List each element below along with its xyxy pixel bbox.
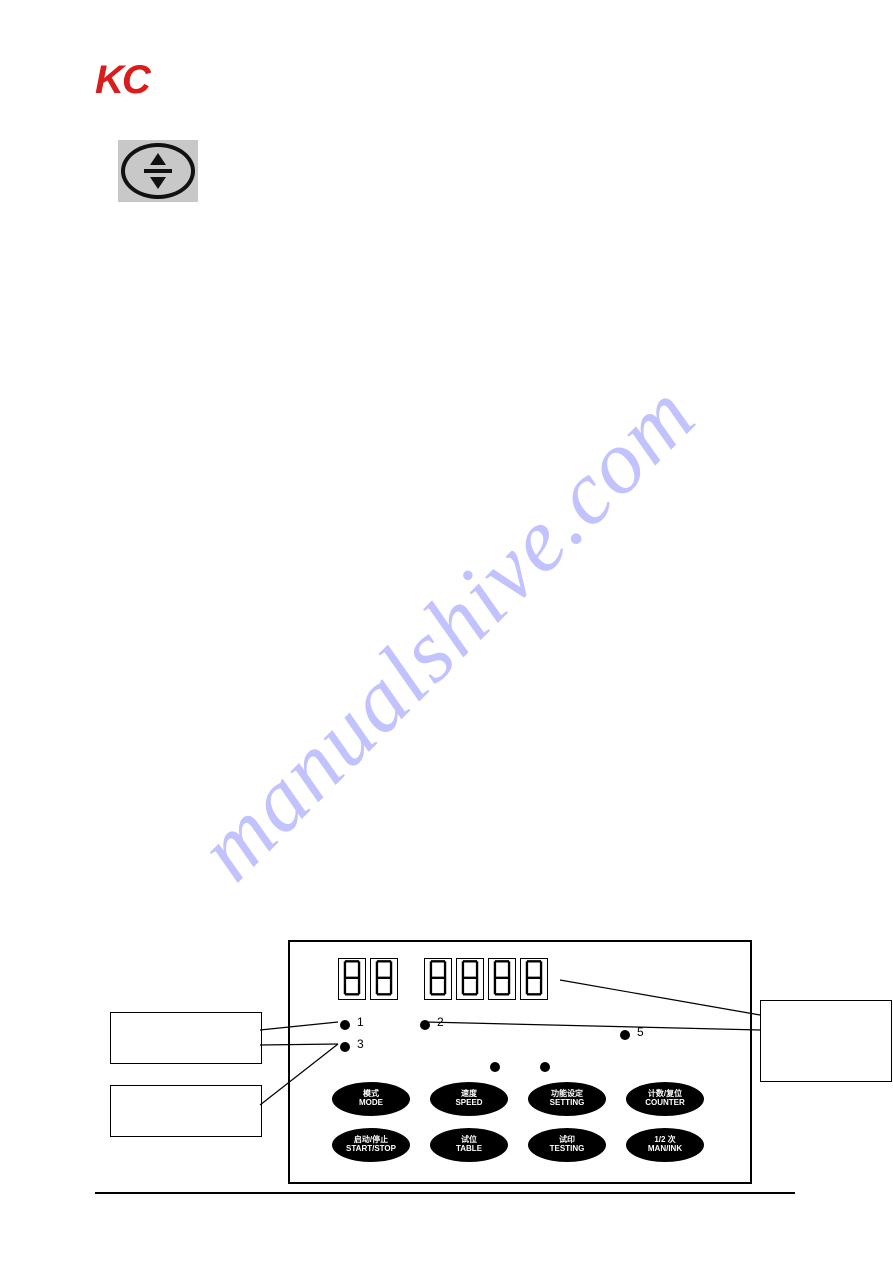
led-dot	[490, 1062, 500, 1072]
testing-button[interactable]: 试印 TESTING	[528, 1128, 606, 1162]
mode-button[interactable]: 模式 MODE	[332, 1082, 410, 1116]
display-left-group	[338, 958, 398, 1000]
btn-en: COUNTER	[645, 1099, 685, 1108]
seven-seg-digit	[424, 958, 452, 1000]
led-5-label: 5	[637, 1025, 644, 1039]
annotation-box-left-bot	[110, 1085, 262, 1137]
led-3	[340, 1042, 350, 1052]
logo-text: KC	[95, 58, 149, 102]
btn-en: MAN/INK	[648, 1145, 682, 1154]
led-2	[420, 1020, 430, 1030]
btn-en: TABLE	[456, 1145, 482, 1154]
counter-button[interactable]: 计数/复位 COUNTER	[626, 1082, 704, 1116]
control-panel-diagram: 1 2 5 3 模式 MODE 速度 SPEED 功能设定 SETTING 计数…	[288, 940, 752, 1184]
brand-logo: KC	[95, 60, 149, 100]
led-2-label: 2	[437, 1015, 444, 1029]
seven-seg-digit	[520, 958, 548, 1000]
up-down-icon	[118, 140, 198, 202]
led-dot	[540, 1062, 550, 1072]
setting-button[interactable]: 功能设定 SETTING	[528, 1082, 606, 1116]
button-row-2: 启动/停止 START/STOP 试位 TABLE 试印 TESTING 1/2…	[332, 1128, 704, 1162]
seven-seg-digit	[456, 958, 484, 1000]
led-3-label: 3	[357, 1037, 364, 1051]
button-row-1: 模式 MODE 速度 SPEED 功能设定 SETTING 计数/复位 COUN…	[332, 1082, 704, 1116]
start-stop-button[interactable]: 启动/停止 START/STOP	[332, 1128, 410, 1162]
footer-rule	[95, 1192, 795, 1194]
led-5	[620, 1030, 630, 1040]
speed-button[interactable]: 速度 SPEED	[430, 1082, 508, 1116]
seven-seg-digit	[488, 958, 516, 1000]
btn-en: SETTING	[550, 1099, 585, 1108]
led-1-label: 1	[357, 1015, 364, 1029]
btn-en: SPEED	[455, 1099, 482, 1108]
annotation-box-left-top	[110, 1012, 262, 1064]
btn-en: START/STOP	[346, 1145, 396, 1154]
btn-en: MODE	[359, 1099, 383, 1108]
display-right-group	[424, 958, 548, 1000]
btn-en: TESTING	[550, 1145, 585, 1154]
watermark-text: manualshive.com	[178, 363, 716, 901]
man-ink-button[interactable]: 1/2 次 MAN/INK	[626, 1128, 704, 1162]
seven-seg-displays	[338, 958, 548, 1000]
manual-page: manualshive.com KC	[0, 0, 893, 1263]
table-button[interactable]: 试位 TABLE	[430, 1128, 508, 1162]
annotation-box-right	[760, 1000, 892, 1082]
led-1	[340, 1020, 350, 1030]
seven-seg-digit	[370, 958, 398, 1000]
seven-seg-digit	[338, 958, 366, 1000]
